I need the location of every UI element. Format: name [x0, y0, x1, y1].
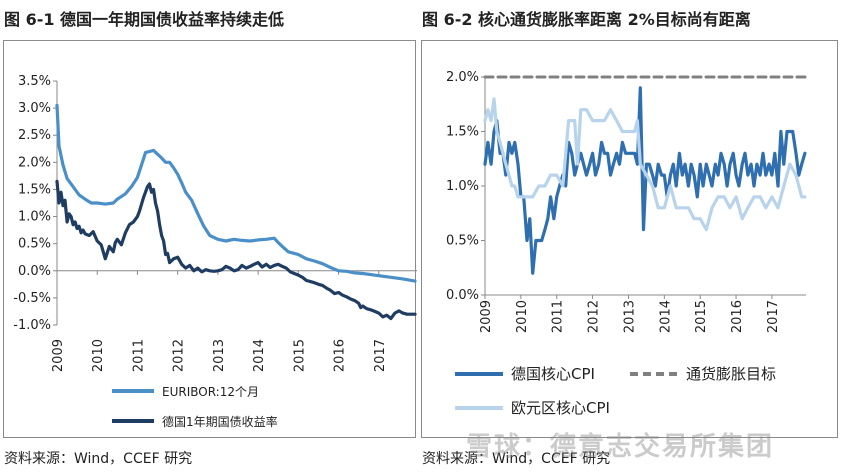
x-tick-label: 2009 — [51, 339, 66, 372]
chart1-source: 资料来源：Wind，CCEF 研究 — [4, 451, 193, 467]
chart1-frame — [3, 40, 416, 438]
x-tick-label: 2015 — [694, 300, 709, 333]
y-tick-label: 3.0% — [18, 101, 51, 116]
legend-label-2: 通货膨胀目标 — [686, 365, 776, 383]
series-line-1 — [55, 103, 417, 283]
chart2-frame — [421, 40, 838, 438]
x-tick-label: 2017 — [373, 339, 388, 372]
y-tick-label: 0.5% — [446, 234, 479, 249]
y-tick-label: 0.0% — [18, 264, 51, 279]
x-tick-label: 2011 — [131, 339, 146, 372]
y-tick-label: 1.5% — [446, 125, 479, 140]
series-line-1 — [483, 86, 807, 275]
watermark-text: 雪球：德意志交易所集团 — [466, 432, 775, 462]
x-tick-label: 2011 — [551, 300, 566, 333]
legend-label-2: 德国1年期国债收益率 — [162, 414, 278, 429]
x-tick-label: 2012 — [587, 300, 602, 333]
x-tick-label: 2010 — [91, 339, 106, 372]
chart1-title: 图 6-1 德国一年期国债收益率持续走低 — [4, 10, 285, 29]
series-line-2 — [55, 179, 417, 321]
x-tick-label: 2013 — [622, 300, 637, 333]
legend-label-3: 欧元区核心CPI — [511, 399, 610, 417]
y-tick-label: 2.5% — [18, 128, 51, 143]
y-tick-label: -1.0% — [13, 318, 51, 333]
x-tick-label: 2015 — [292, 339, 307, 372]
legend-label-1: 德国核心CPI — [511, 365, 595, 383]
y-tick-label: 0.0% — [446, 288, 479, 303]
x-tick-label: 2013 — [212, 339, 227, 372]
y-tick-label: 1.0% — [446, 179, 479, 194]
y-tick-label: 2.0% — [446, 70, 479, 85]
x-tick-label: 2009 — [479, 300, 494, 333]
chart2-source: 资料来源：Wind，CCEF 研究 — [422, 451, 611, 467]
legend-label-1: EURIBOR:12个月 — [162, 385, 259, 399]
chart2-title: 图 6-2 核心通货膨胀率距离 2%目标尚有距离 — [422, 10, 751, 29]
x-tick-label: 2017 — [766, 300, 781, 333]
y-tick-label: -0.5% — [13, 291, 51, 306]
y-tick-label: 1.0% — [18, 210, 51, 225]
x-tick-label: 2016 — [730, 300, 745, 333]
x-tick-label: 2016 — [333, 339, 348, 372]
y-tick-label: 0.5% — [18, 237, 51, 252]
x-tick-label: 2010 — [515, 300, 530, 333]
y-tick-label: 3.5% — [18, 74, 51, 89]
x-tick-label: 2012 — [172, 339, 187, 372]
x-tick-label: 2014 — [252, 339, 267, 372]
y-tick-label: 1.5% — [18, 182, 51, 197]
series-line-3 — [483, 97, 807, 232]
y-tick-label: 2.0% — [18, 155, 51, 170]
x-tick-label: 2014 — [658, 300, 673, 333]
